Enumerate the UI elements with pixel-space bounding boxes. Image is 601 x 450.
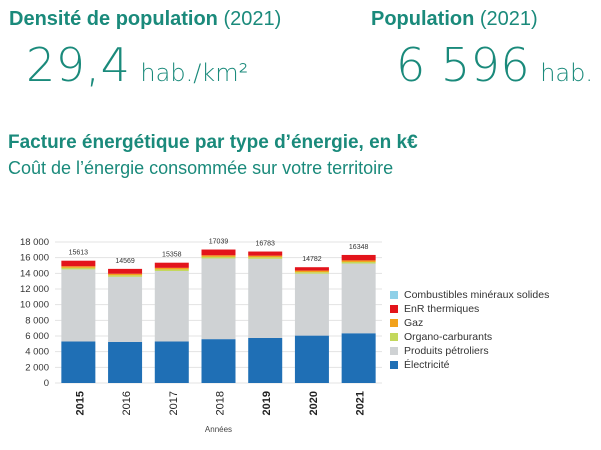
bar-segment	[154, 267, 189, 270]
bar-segment	[294, 267, 329, 271]
bar-segment	[248, 251, 283, 256]
density-year: (2021)	[223, 8, 282, 30]
density-label: Densité de population (2021)	[9, 8, 281, 31]
x-tick-label: 2019	[261, 391, 273, 415]
bar-total-label: 15613	[69, 250, 89, 257]
bar-segment	[248, 257, 283, 259]
legend-label: Électricité	[404, 359, 450, 371]
bar-segment	[154, 262, 189, 268]
y-tick-label: 2 000	[25, 362, 49, 373]
bar-segment	[248, 255, 283, 258]
bar-segment	[341, 263, 376, 334]
x-tick-label: 2020	[308, 391, 320, 415]
legend-swatch	[390, 333, 398, 341]
bar-segment	[294, 273, 329, 336]
energy-bill-chart: 0 2 000 4 000 6 000 8 000 10 000 12 000 14 000 1…	[20, 237, 382, 434]
bar-segment	[108, 275, 143, 277]
chart-legend: Combustibles minéraux solides EnR thermiq…	[390, 288, 549, 372]
x-axis-title: Années	[205, 425, 232, 434]
chart-title: Facture énergétique par type d’énergie, …	[8, 132, 418, 153]
bar-segment	[201, 249, 236, 256]
bar-segment	[61, 269, 96, 342]
bar-segment	[154, 269, 189, 271]
bar-total-label: 16348	[349, 244, 369, 251]
bar-total-label: 17039	[209, 239, 229, 246]
x-tick-label: 2017	[168, 391, 180, 415]
legend-label: Produits pétroliers	[404, 345, 489, 357]
x-tick-label: 2016	[121, 391, 133, 415]
x-tick-label: 2021	[355, 391, 367, 415]
bar-segment	[108, 273, 143, 276]
bar-segment	[108, 268, 143, 274]
bar-segment	[341, 254, 376, 261]
legend-swatch	[390, 347, 398, 355]
bar-segment	[108, 276, 143, 342]
legend-swatch	[390, 319, 398, 327]
bar-segment	[154, 270, 189, 342]
bar-segment	[294, 335, 329, 383]
legend-label: EnR thermiques	[404, 303, 480, 315]
bar-segment	[201, 339, 236, 383]
bar-total-label: 14782	[302, 256, 322, 263]
bar-segment	[341, 333, 376, 383]
y-tick-label: 14 000	[20, 268, 49, 279]
chart-subtitle: Coût de l’énergie consommée sur votre te…	[8, 158, 394, 178]
bar-segment	[61, 267, 96, 270]
density-label-text: Densité de population	[9, 8, 218, 30]
bar-total-label: 14569	[115, 258, 135, 265]
bar-segment	[294, 272, 329, 274]
x-tick-label: 2018	[215, 391, 227, 415]
y-tick-label: 0	[44, 378, 49, 389]
bar-segment	[248, 258, 283, 338]
population-label-text: Population	[371, 8, 475, 30]
bar-segment	[341, 260, 376, 262]
y-tick-label: 6 000	[25, 331, 49, 342]
bar-segment	[154, 341, 189, 383]
y-tick-label: 12 000	[20, 284, 49, 295]
x-tick-label: 2015	[74, 391, 86, 415]
density-unit: hab./km²	[140, 59, 249, 87]
bar-segment	[201, 256, 236, 259]
bar-total-label: 16783	[255, 241, 275, 248]
y-tick-label: 18 000	[20, 237, 49, 248]
bar-total-label: 15358	[162, 252, 182, 259]
legend-item: Produits pétroliers	[390, 344, 549, 358]
population-number: 6 596	[396, 38, 531, 92]
bar-segment	[61, 266, 96, 268]
y-tick-label: 16 000	[20, 253, 49, 264]
bar-segment	[108, 341, 143, 383]
bar-segment	[201, 255, 236, 257]
bar-segment	[248, 337, 283, 383]
population-year: (2021)	[479, 8, 538, 30]
legend-label: Gaz	[404, 317, 424, 329]
bar-segment	[61, 260, 96, 267]
population-value: 6 596 hab.	[396, 38, 593, 92]
legend-item: Organo-carburants	[390, 330, 549, 344]
y-tick-label: 4 000	[25, 347, 49, 358]
legend-swatch	[390, 291, 398, 299]
bar-segment	[61, 341, 96, 383]
density-value: 29,4 hab./km²	[26, 38, 248, 92]
legend-label: Combustibles minéraux solides	[404, 289, 550, 301]
legend-item: EnR thermiques	[390, 302, 549, 316]
bar-segment	[341, 261, 376, 264]
legend-swatch	[390, 305, 398, 313]
legend-item: Combustibles minéraux solides	[390, 288, 549, 302]
y-tick-label: 8 000	[25, 315, 49, 326]
bar-segment	[294, 270, 329, 273]
legend-label: Organo-carburants	[404, 331, 493, 343]
population-unit: hab.	[540, 59, 593, 87]
population-label: Population (2021)	[371, 8, 538, 31]
legend-item: Électricité	[390, 358, 549, 372]
bar-segment	[201, 258, 236, 340]
y-tick-label: 10 000	[20, 300, 49, 311]
legend-swatch	[390, 361, 398, 369]
density-number: 29,4	[26, 38, 131, 92]
legend-item: Gaz	[390, 316, 549, 330]
